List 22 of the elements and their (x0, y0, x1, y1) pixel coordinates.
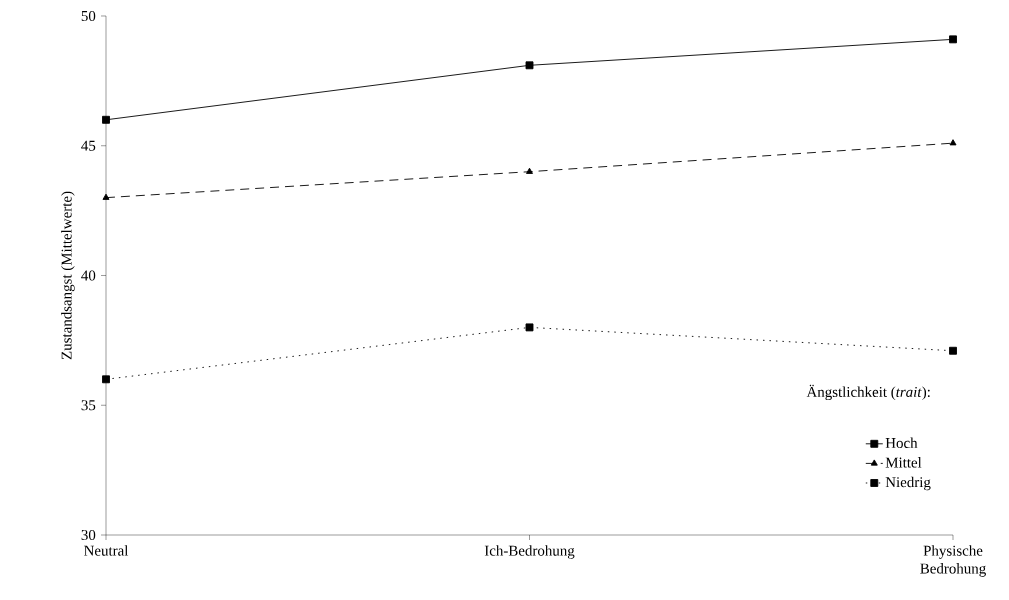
point (525, 61, 534, 70)
point (526, 167, 533, 174)
point (102, 115, 110, 124)
y-axis-title: Zustandsangst (Mittelwerte) (61, 191, 75, 360)
point (102, 193, 110, 200)
x-tick-label: Physische Bedrohung (920, 545, 986, 577)
legend-label: Mittel (885, 457, 922, 468)
y-tick-label: 45 (81, 140, 96, 151)
y-tick-label: 50 (81, 10, 96, 22)
y-tick-label: 35 (81, 400, 96, 411)
y-tick-label: 30 (81, 529, 96, 541)
point (949, 346, 957, 355)
point (949, 139, 957, 146)
legend-title: Ängstlichkeit (trait): (806, 384, 930, 401)
legend-label: Niedrig (885, 476, 931, 491)
x-tick-label: Ich-Bedrohung (484, 545, 575, 559)
point (525, 323, 534, 332)
y-tick-label: 40 (81, 270, 96, 281)
legend-label: Hoch (885, 437, 918, 448)
point (102, 375, 110, 384)
x-tick-label: Neutral (84, 545, 129, 556)
point (949, 35, 957, 44)
